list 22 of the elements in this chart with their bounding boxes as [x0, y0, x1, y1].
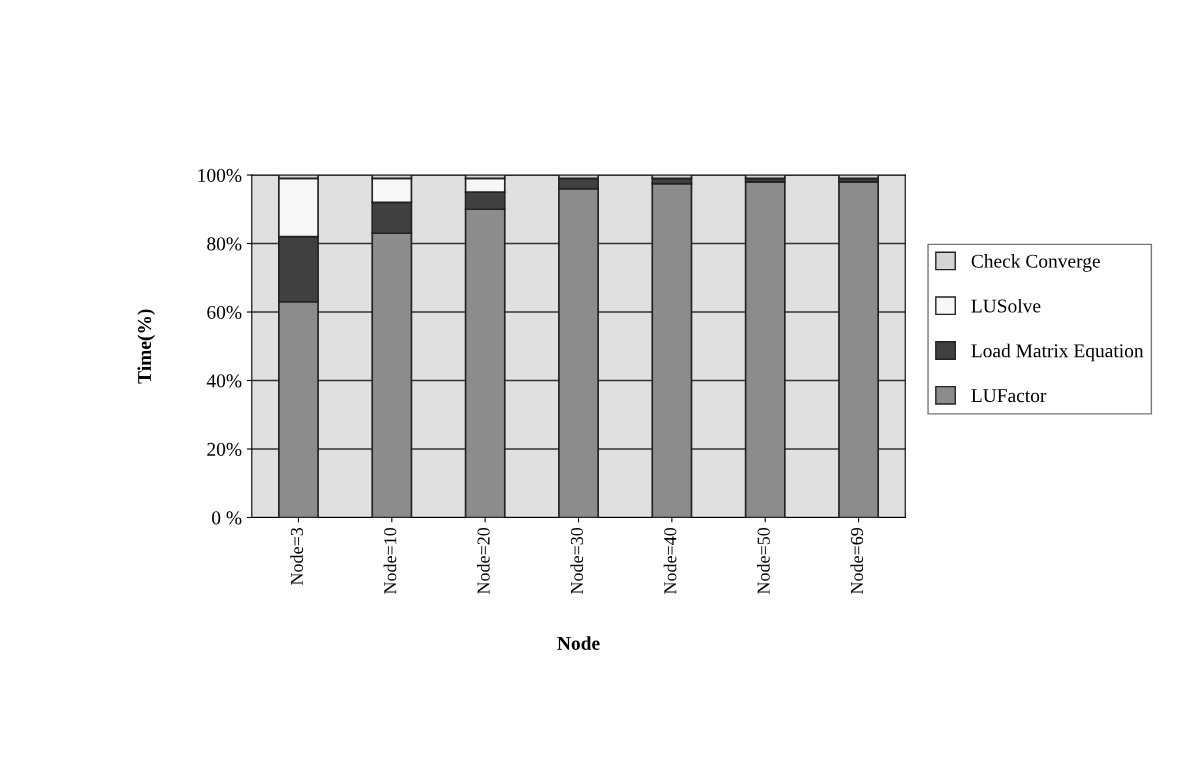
y-axis-title: Time(%)	[137, 309, 156, 384]
x-tick-label: Node=50	[757, 527, 770, 595]
x-tick-label: Node=20	[476, 527, 490, 595]
legend-label: Check Converge	[971, 254, 1100, 272]
y-tick-label: 40%	[206, 374, 242, 388]
x-tick-label: Node=69	[850, 527, 864, 595]
x-axis-title: Node	[557, 636, 600, 650]
legend-label: LUFactor	[971, 389, 1047, 403]
legend-label: Load Matrix Equation	[971, 343, 1144, 362]
x-tick-label: Node=40	[663, 527, 677, 595]
x-tick-label: Node=30	[570, 527, 584, 595]
bar	[651, 182, 693, 518]
y-tick-label: 20%	[207, 442, 242, 456]
y-tick-label: 0 %	[212, 511, 242, 525]
bar	[838, 181, 880, 518]
y-tick-label: 80%	[207, 237, 242, 251]
x-tick-label: Node=10	[383, 527, 397, 595]
y-tick-label: 60%	[207, 305, 242, 320]
bar	[744, 181, 786, 518]
x-tick-label: Node=3	[290, 527, 303, 585]
y-tick-label: 100%	[198, 168, 242, 183]
legend-label: LUSolve	[971, 298, 1041, 313]
